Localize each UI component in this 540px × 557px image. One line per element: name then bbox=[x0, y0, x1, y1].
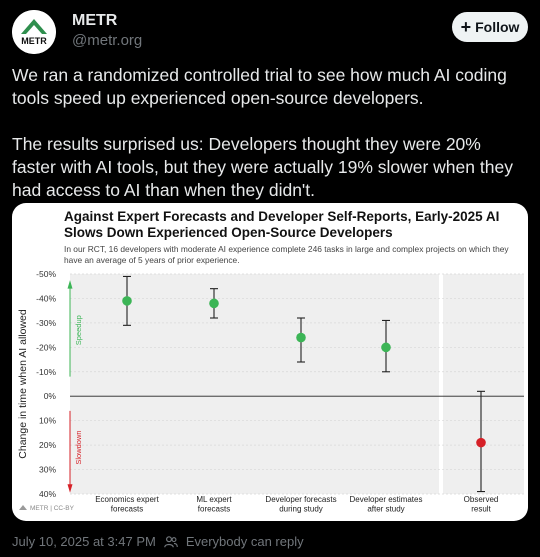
speedup-arrow-head bbox=[67, 280, 73, 289]
y-tick-label: -30% bbox=[36, 318, 56, 328]
chart-title: Against Expert Forecasts and Developer S… bbox=[64, 209, 500, 240]
slowdown-label: Slowdown bbox=[74, 430, 83, 464]
account-handle[interactable]: @metr.org bbox=[72, 32, 143, 49]
logo-text: METR bbox=[21, 36, 47, 46]
people-icon bbox=[164, 535, 178, 547]
y-tick-label: 40% bbox=[39, 489, 56, 499]
y-axis-title: Change in time when AI allowed bbox=[17, 309, 29, 459]
speedup-label: Speedup bbox=[74, 315, 83, 345]
x-category-label: ML expert bbox=[196, 495, 232, 504]
y-tick-label: 0% bbox=[44, 391, 57, 401]
tweet-footer: July 10, 2025 at 3:47 PM Everybody can r… bbox=[12, 534, 304, 549]
x-category-label: after study bbox=[367, 505, 404, 514]
follow-button[interactable]: + Follow bbox=[452, 12, 528, 42]
tweet-text: We ran a randomized controlled trial to … bbox=[12, 64, 528, 202]
x-category-label: Economics expert bbox=[95, 495, 159, 504]
x-category-label: Developer forecasts bbox=[265, 495, 336, 504]
tweet-header: METR METR @metr.org + Follow bbox=[12, 10, 528, 54]
observed-panel bbox=[443, 274, 524, 494]
forecast-chart: -50% -40% -30% -20% -10% 0% 10% 20% 30% 40% Change… bbox=[17, 269, 524, 514]
forecast-point bbox=[209, 298, 219, 309]
y-tick-label: -40% bbox=[36, 293, 56, 303]
x-category-label: forecasts bbox=[111, 505, 143, 514]
forecast-point bbox=[381, 342, 391, 353]
chart-image-card[interactable]: Against Expert Forecasts and Developer S… bbox=[12, 203, 528, 521]
y-tick-label: 10% bbox=[39, 416, 56, 426]
y-tick-label: 20% bbox=[39, 440, 56, 450]
forecast-point bbox=[122, 296, 132, 306]
metr-logo-icon: METR bbox=[12, 10, 56, 54]
y-tick-label: -20% bbox=[36, 342, 56, 352]
slowdown-arrow-head bbox=[67, 484, 73, 493]
x-category-label: Observed bbox=[464, 495, 499, 504]
avatar[interactable]: METR bbox=[12, 10, 56, 54]
tweet-paragraph-2: The results surprised us: Developers tho… bbox=[12, 134, 513, 200]
follow-label: Follow bbox=[475, 19, 520, 35]
plus-icon: + bbox=[460, 17, 472, 37]
forecast-point bbox=[296, 332, 306, 343]
plot-panel bbox=[70, 274, 439, 494]
timestamp[interactable]: July 10, 2025 at 3:47 PM bbox=[12, 534, 156, 549]
x-category-label: forecasts bbox=[198, 505, 230, 514]
y-tick-label: -50% bbox=[36, 269, 56, 279]
tweet-paragraph-1: We ran a randomized controlled trial to … bbox=[12, 65, 507, 108]
reply-audience: Everybody can reply bbox=[185, 534, 304, 549]
watermark-text: METR | CC-BY bbox=[30, 505, 75, 512]
chart-subtitle: In our RCT, 16 developers with moderate … bbox=[64, 244, 509, 265]
x-category-label: Developer estimates bbox=[350, 495, 423, 504]
y-tick-label: 30% bbox=[39, 465, 56, 475]
account-name[interactable]: METR bbox=[72, 12, 118, 29]
metr-watermark-icon bbox=[19, 505, 27, 510]
observed-point bbox=[476, 437, 486, 448]
y-tick-label: -10% bbox=[36, 367, 56, 377]
x-category-label: during study bbox=[279, 505, 323, 514]
x-category-label: result bbox=[471, 505, 491, 514]
